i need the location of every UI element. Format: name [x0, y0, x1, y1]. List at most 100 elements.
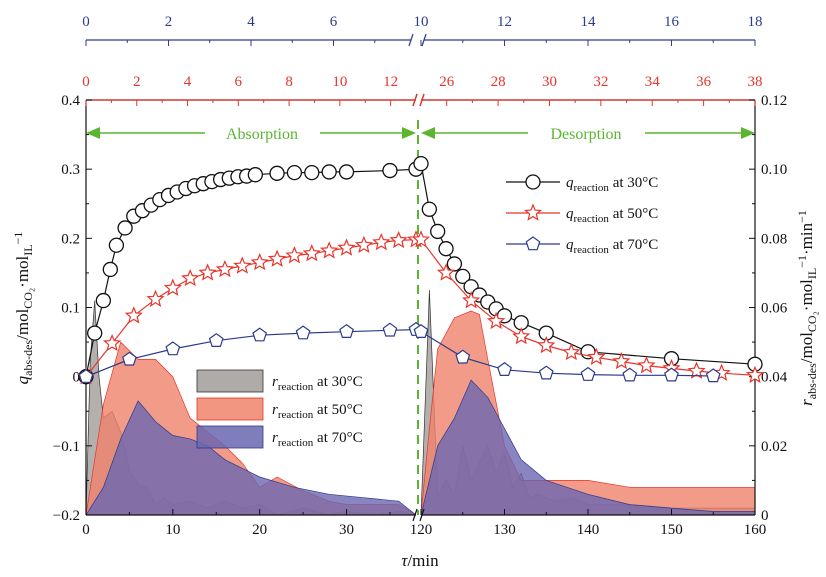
tick-label-top-red: 2 — [133, 74, 141, 90]
data-point — [250, 252, 269, 271]
data-point — [198, 263, 217, 281]
legend-label: qreaction at 70°C — [566, 237, 658, 256]
data-point — [102, 333, 122, 352]
top-blue-break — [408, 33, 414, 47]
data-point — [389, 230, 408, 249]
data-point — [339, 323, 354, 338]
tick-label-left: 0.4 — [61, 93, 80, 109]
data-point — [304, 164, 320, 181]
tick-label-top-blue: 0 — [82, 14, 90, 30]
data-point — [537, 335, 556, 354]
tick-label-x: 160 — [744, 522, 767, 538]
data-point — [382, 162, 398, 179]
tick-label-top-red: 4 — [184, 74, 192, 90]
tick-label-top-red: 30 — [542, 74, 557, 90]
data-point — [705, 368, 721, 383]
tick-label-top-blue: 4 — [247, 14, 255, 30]
tick-label-right: 0.08 — [761, 231, 787, 247]
data-point — [421, 201, 438, 217]
tick-label-left: 0.2 — [61, 231, 80, 247]
data-point — [538, 365, 554, 380]
data-point — [430, 223, 446, 240]
data-point — [117, 220, 133, 236]
tick-label-top-red: 10 — [332, 74, 347, 90]
legend-r: rreaction at 30°C rreaction at 50°C rreact… — [196, 369, 363, 449]
data-point — [286, 164, 303, 181]
data-point — [337, 238, 356, 256]
tick-label-left: −0.2 — [53, 508, 80, 524]
tick-label-x: 20 — [252, 522, 267, 538]
data-point — [523, 203, 543, 221]
tick-label-right: 0.04 — [761, 370, 788, 386]
data-point — [562, 342, 581, 361]
data-point — [413, 155, 429, 172]
tick-label-x: 10 — [165, 522, 180, 538]
tick-label-x: 130 — [493, 522, 516, 538]
phase-arrow-head — [741, 127, 755, 139]
data-point — [382, 322, 398, 337]
phase-arrow-head — [86, 127, 100, 139]
break-mark — [412, 508, 418, 522]
tick-label-right: 0.10 — [761, 162, 787, 178]
tick-label-top-red: 6 — [235, 74, 243, 90]
data-point — [122, 351, 137, 366]
tick-label-right: 0.12 — [761, 93, 787, 109]
data-point — [165, 341, 181, 356]
data-point — [413, 323, 429, 338]
data-point — [745, 365, 765, 384]
data-point — [687, 361, 706, 379]
data-point — [436, 263, 456, 281]
data-point — [87, 325, 103, 341]
data-point — [302, 244, 321, 262]
tick-label-top-red: 38 — [748, 74, 763, 90]
tick-label-top-red: 36 — [696, 74, 712, 90]
data-point — [247, 167, 263, 183]
tick-label-top-red: 0 — [82, 74, 90, 90]
tick-label-top-blue: 6 — [330, 14, 338, 30]
data-point — [321, 164, 337, 180]
reaction-amount-lines — [76, 155, 765, 385]
break-mark — [419, 508, 425, 522]
tick-label-top-blue: 16 — [664, 14, 680, 30]
data-point — [285, 246, 304, 264]
tick-label-top-red: 32 — [593, 74, 608, 90]
data-point — [233, 256, 252, 274]
data-point — [78, 368, 94, 383]
tick-label-x: 0 — [82, 522, 90, 538]
data-point — [512, 327, 531, 345]
tick-label-right: 0.02 — [761, 439, 787, 455]
data-point — [411, 230, 431, 248]
data-point — [612, 351, 631, 370]
tick-label-x: 150 — [660, 522, 683, 538]
legend-label: qreaction at 30°C — [566, 175, 658, 194]
reaction-rate-areas — [86, 290, 755, 515]
data-point — [215, 259, 235, 278]
tick-label-x: 140 — [577, 522, 600, 538]
tick-label-x: 120 — [410, 522, 433, 538]
tick-label-left: 0.3 — [61, 162, 80, 178]
area-3-right — [421, 379, 755, 515]
data-point — [438, 241, 454, 257]
area-3-left — [86, 400, 416, 515]
data-point — [124, 306, 143, 324]
y-axis-label-right: rabs-des/molCO₂·molIL−1·min−1 — [795, 210, 819, 406]
tick-label-top-red: 26 — [439, 74, 455, 90]
data-point — [580, 366, 596, 381]
series-line-1-left — [85, 168, 417, 377]
data-point — [354, 235, 373, 253]
tick-label-top-blue: 2 — [165, 14, 173, 30]
data-point — [622, 367, 638, 382]
tick-label-x: 30 — [339, 522, 354, 538]
tick-label-top-red: 8 — [285, 74, 293, 90]
tick-label-top-red: 28 — [491, 74, 506, 90]
tick-label-left: 0.1 — [61, 301, 80, 317]
data-point — [525, 236, 541, 251]
phase-label-desorption: Desorption — [550, 126, 621, 143]
y-axis-label-left: qabs-des/molCO₂·molIL−1 — [11, 232, 35, 385]
tick-label-right: 0.06 — [761, 301, 788, 317]
axis-ticks: −0.2 −0.1 0 0.1 0.2 0.3 0.4 0 0.02 0.04 0.06 0.08 0.… — [53, 93, 788, 538]
data-point — [455, 268, 471, 285]
top-axes: 0 2 4 6 10 12 14 16 18 0 2 4 6 8 10 12 26 28 30 32 34 36 38 — [82, 14, 763, 107]
